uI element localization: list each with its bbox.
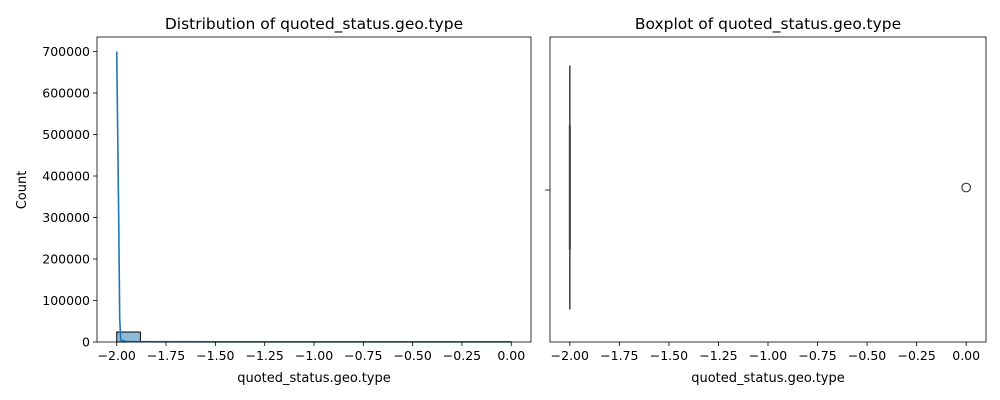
boxplot-x-tick-label: −1.75 xyxy=(600,348,638,363)
boxplot-x-tick-label: −1.25 xyxy=(699,348,737,363)
histogram-x-axis-label: quoted_status.geo.type xyxy=(237,371,391,386)
boxplot-panel: Boxplot of quoted_status.geo.type −2.00−… xyxy=(545,15,987,386)
boxplot-x-tick-label: −2.00 xyxy=(551,348,589,363)
histogram-y-tick-label: 300000 xyxy=(42,210,90,225)
histogram-x-tick-label: −2.00 xyxy=(98,348,136,363)
histogram-y-tick-label: 500000 xyxy=(42,127,90,142)
boxplot-x-tick-label: −1.00 xyxy=(749,348,787,363)
histogram-y-ticks: 0 100000 200000 300000 400000 500000 600000 700… xyxy=(42,44,97,350)
histogram-y-axis-label: Count xyxy=(15,171,30,210)
histogram-x-tick-label: −0.75 xyxy=(344,348,382,363)
boxplot-title: Boxplot of quoted_status.geo.type xyxy=(635,15,901,34)
boxplot-x-tick-label: −1.50 xyxy=(650,348,688,363)
histogram-x-tick-label: −0.50 xyxy=(393,348,431,363)
histogram-x-tick-label: −1.75 xyxy=(147,348,185,363)
boxplot-marks xyxy=(568,65,972,310)
histogram-y-tick-label: 0 xyxy=(82,335,90,350)
histogram-x-ticks: −2.00 −1.75 −1.50 −1.25 −1.00 −0.75 −0.50 −0.25… xyxy=(98,342,525,363)
histogram-x-tick-label: −1.00 xyxy=(295,348,333,363)
histogram-y-tick-label: 100000 xyxy=(42,293,90,308)
histogram-y-tick-label: 700000 xyxy=(42,44,90,59)
boxplot-x-tick-label: −0.75 xyxy=(798,348,836,363)
outlier-point-0 xyxy=(961,182,972,193)
boxplot-x-tick-label: 0.00 xyxy=(952,348,980,363)
histogram-y-tick-label: 200000 xyxy=(42,252,90,267)
histogram-x-tick-label: −1.25 xyxy=(246,348,284,363)
histogram-x-tick-label: −1.50 xyxy=(196,348,234,363)
boxplot-x-tick-label: −0.25 xyxy=(897,348,935,363)
histogram-panel: Distribution of quoted_status.geo.type −… xyxy=(15,15,532,386)
histogram-x-tick-label: −0.25 xyxy=(443,348,481,363)
histogram-y-tick-label: 600000 xyxy=(42,86,90,101)
histogram-title: Distribution of quoted_status.geo.type xyxy=(165,15,463,34)
boxplot-x-axis-label: quoted_status.geo.type xyxy=(691,371,845,386)
histogram-x-tick-label: 0.00 xyxy=(497,348,525,363)
boxplot-x-ticks: −2.00 −1.75 −1.50 −1.25 −1.00 −0.75 −0.50 −0.25… xyxy=(551,342,980,363)
histogram-y-tick-label: 400000 xyxy=(42,169,90,184)
boxplot-x-tick-label: −0.50 xyxy=(848,348,886,363)
